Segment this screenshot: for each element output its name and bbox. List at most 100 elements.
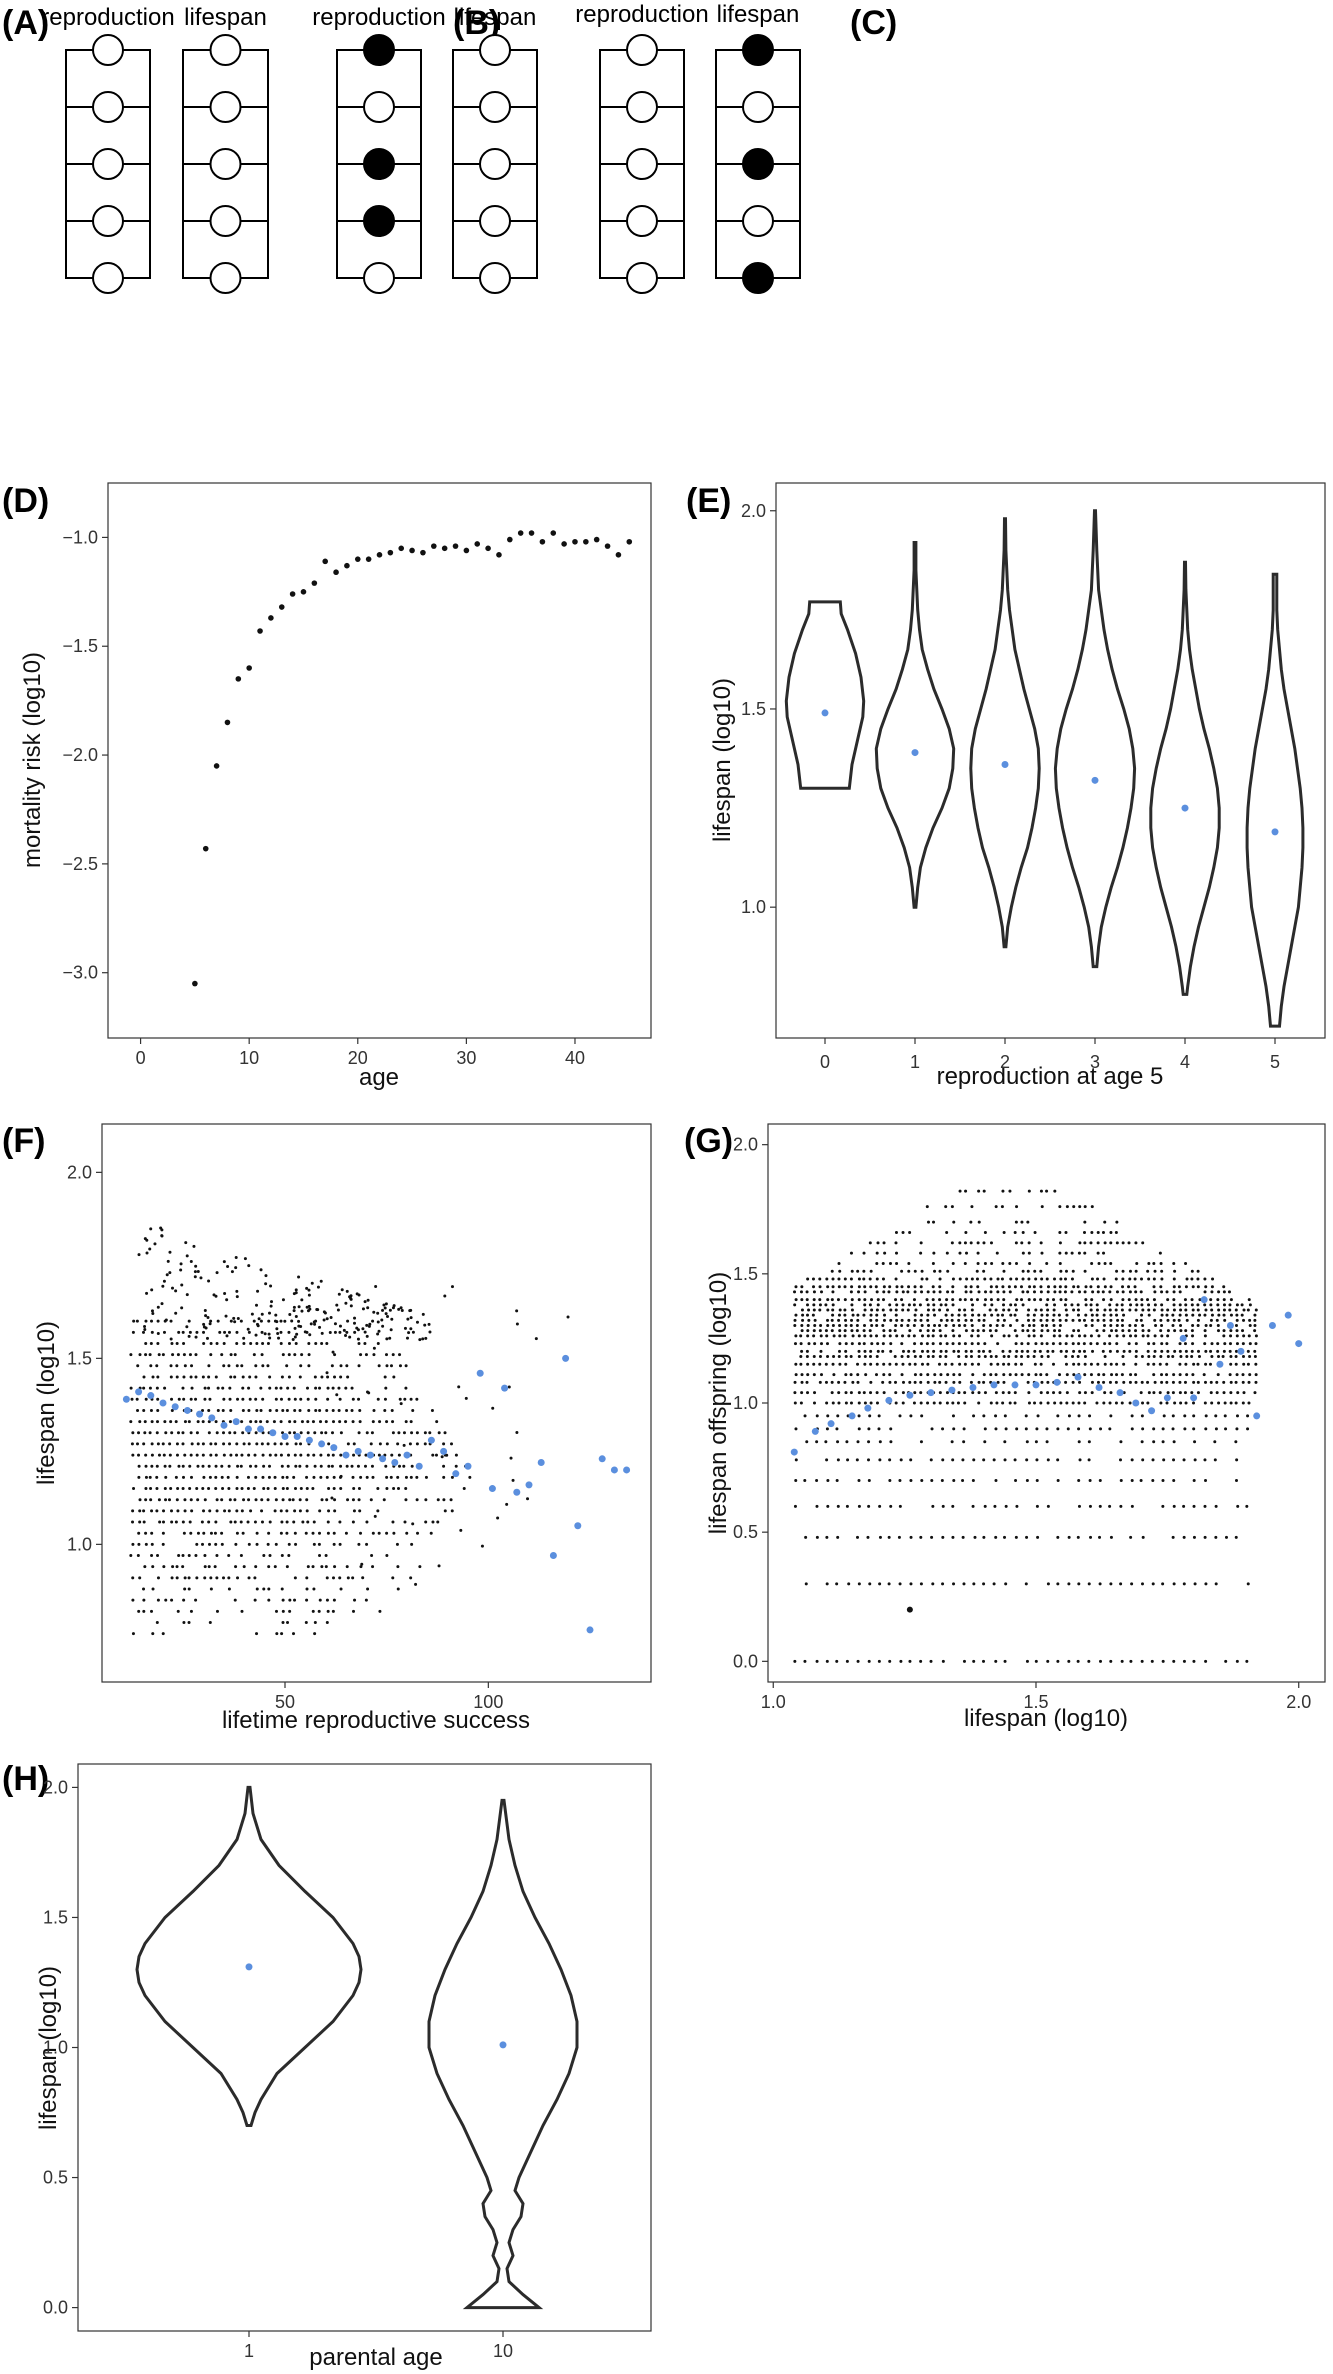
cloud-point	[1024, 1427, 1028, 1431]
cloud-point	[1109, 1362, 1113, 1366]
cloud-point	[932, 1220, 936, 1224]
cloud-point	[1002, 1308, 1006, 1312]
cloud-point	[1088, 1479, 1092, 1482]
cloud-point	[933, 1269, 937, 1273]
cloud-point	[226, 1265, 230, 1269]
cloud-point	[976, 1262, 980, 1265]
cloud-point	[1099, 1427, 1103, 1431]
cloud-point	[1151, 1458, 1155, 1462]
cloud-point	[837, 1355, 841, 1358]
cloud-point	[450, 1475, 454, 1479]
cloud-point	[933, 1380, 937, 1384]
plot-marks-f: 1.01.52.050 100	[67, 1162, 631, 1712]
cloud-point	[1058, 1324, 1062, 1327]
cloud-point	[898, 1582, 902, 1586]
cloud-point	[234, 1565, 238, 1569]
cloud-point	[391, 1520, 395, 1524]
cloud-point	[972, 1414, 976, 1418]
cloud-point	[913, 1373, 917, 1377]
cloud-point	[1140, 1414, 1144, 1418]
cloud-point	[1090, 1231, 1094, 1234]
cloud-point	[239, 1319, 243, 1323]
cloud-point	[331, 1609, 335, 1613]
y-tick-label: 1.5	[67, 1348, 92, 1368]
mean-point	[196, 1410, 204, 1418]
cloud-point	[815, 1659, 819, 1663]
cloud-point	[893, 1329, 897, 1333]
cloud-point	[1027, 1401, 1031, 1405]
cloud-point	[288, 1420, 292, 1424]
cloud-point	[957, 1308, 961, 1312]
cloud-point	[404, 1386, 408, 1390]
cloud-point	[844, 1342, 848, 1346]
cloud-point	[423, 1442, 427, 1446]
cloud-point	[280, 1375, 284, 1379]
cloud-point	[1090, 1277, 1094, 1281]
cloud-point	[144, 1498, 148, 1502]
cloud-point	[515, 1431, 519, 1435]
cloud-point	[1115, 1220, 1119, 1224]
cloud-point	[349, 1294, 353, 1298]
cloud-point	[875, 1355, 879, 1358]
cloud-point	[1152, 1277, 1156, 1281]
cloud-point	[367, 1324, 371, 1328]
cloud-point	[1253, 1355, 1257, 1358]
cloud-point	[326, 1609, 330, 1613]
cloud-point	[1160, 1380, 1164, 1384]
cloud-point	[331, 1408, 335, 1412]
cloud-point	[1234, 1324, 1238, 1327]
x-tick-label: 1.5	[1023, 1692, 1048, 1712]
cloud-point	[1046, 1349, 1050, 1353]
cloud-point	[160, 1234, 164, 1238]
cloud-point	[189, 1453, 193, 1457]
y-tick-label: 1.5	[733, 1264, 758, 1284]
cloud-point	[142, 1509, 146, 1513]
cloud-point	[926, 1373, 930, 1377]
cloud-point	[831, 1303, 835, 1307]
cloud-point	[1121, 1277, 1125, 1281]
cloud-point	[235, 1364, 239, 1368]
cloud-point	[351, 1397, 355, 1401]
cloud-point	[856, 1318, 860, 1322]
cloud-point	[288, 1431, 292, 1435]
cloud-point	[1215, 1380, 1219, 1384]
mean-point	[969, 1384, 977, 1391]
cloud-point	[889, 1308, 893, 1312]
cloud-point	[1014, 1308, 1018, 1312]
cloud-point	[286, 1386, 290, 1390]
cloud-point	[1046, 1329, 1050, 1333]
cloud-point	[982, 1329, 986, 1333]
cloud-point	[1191, 1285, 1195, 1289]
cloud-point	[183, 1364, 187, 1368]
cloud-point	[1190, 1298, 1194, 1302]
cloud-point	[1109, 1318, 1113, 1322]
cloud-point	[227, 1509, 231, 1513]
cloud-point	[142, 1442, 146, 1446]
cloud-point	[222, 1341, 226, 1345]
cloud-point	[324, 1565, 328, 1569]
cloud-point	[1161, 1479, 1165, 1482]
cloud-point	[293, 1598, 297, 1602]
cloud-point	[951, 1535, 955, 1539]
cloud-point	[254, 1397, 258, 1401]
cloud-point	[275, 1408, 279, 1412]
cloud-point	[1059, 1277, 1063, 1281]
cloud-point	[236, 1397, 240, 1401]
cloud-point	[150, 1609, 154, 1613]
cloud-point	[177, 1554, 181, 1558]
cloud-point	[194, 1335, 198, 1339]
cloud-point	[990, 1313, 994, 1317]
cloud-point	[175, 1341, 179, 1345]
cloud-point	[254, 1475, 258, 1479]
cloud-point	[1077, 1329, 1081, 1333]
cloud-point	[1152, 1298, 1156, 1302]
cloud-point	[437, 1431, 441, 1435]
cloud-point	[353, 1330, 357, 1334]
cloud-point	[1120, 1318, 1124, 1322]
cloud-point	[351, 1475, 355, 1479]
cloud-point	[442, 1498, 446, 1502]
cloud-point	[863, 1334, 867, 1338]
cloud-point	[130, 1442, 134, 1446]
cloud-point	[958, 1373, 962, 1377]
cloud-point	[436, 1520, 440, 1524]
